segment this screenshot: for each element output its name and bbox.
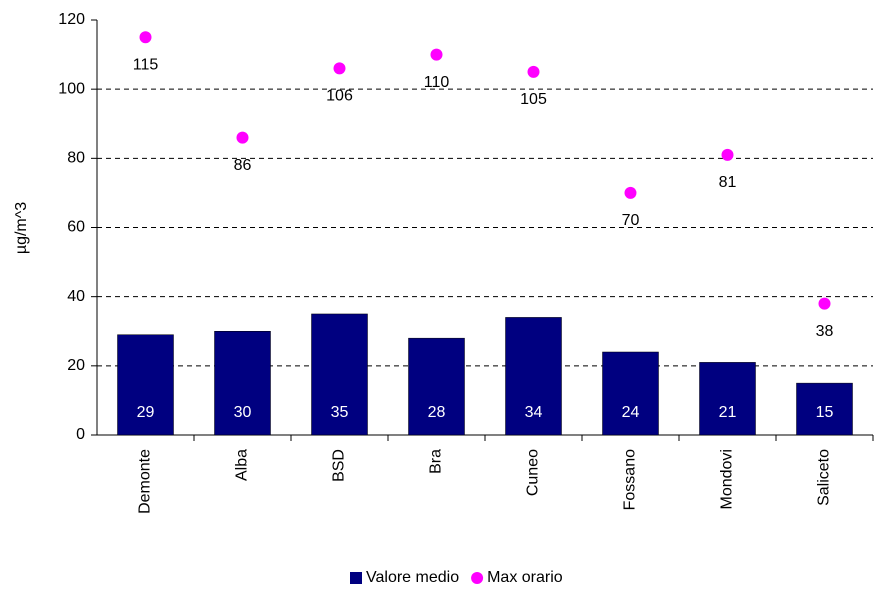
bar-value-label: 21 [719,404,737,421]
bar [505,317,562,436]
point [527,65,540,78]
y-tick-label: 40 [67,288,85,305]
y-tick-label: 0 [76,426,85,443]
y-tick-label: 100 [58,80,85,97]
y-tick-label: 60 [67,219,85,236]
point [624,186,637,199]
y-tick-label: 80 [67,150,85,167]
x-tick-label: Saliceto [816,449,833,506]
bar-value-label: 35 [331,404,349,421]
bar [699,362,756,436]
y-tick-label: 120 [58,11,85,28]
y-tick-label: 20 [67,357,85,374]
legend-swatch [471,572,484,584]
legend-label: Max orario [487,569,563,586]
point-value-label: 106 [326,88,353,105]
bar [117,334,174,436]
point-value-label: 105 [520,91,547,108]
point [430,48,443,61]
bar [214,331,271,436]
bar [408,337,465,436]
point-value-label: 115 [133,57,159,74]
point [333,62,346,75]
bar [311,313,368,436]
bar-value-label: 28 [428,404,446,421]
point-value-label: 110 [424,74,450,91]
x-tick-label: Demonte [137,449,154,514]
bar-value-label: 34 [525,404,543,421]
legend-label: Valore medio [366,569,459,586]
point-value-label: 38 [816,323,834,340]
bar [602,351,659,436]
point [818,297,831,310]
bar-value-label: 15 [816,404,834,421]
x-tick-label: Fossano [622,449,639,510]
x-tick-label: Cuneo [525,449,542,496]
y-axis-label: µg/m^3 [13,202,30,254]
bar-value-label: 30 [234,404,252,421]
point-value-label: 70 [622,212,640,229]
legend-swatch [350,572,362,584]
point [139,31,152,44]
bar-value-label: 24 [622,404,640,421]
point [721,148,734,161]
point-value-label: 81 [719,174,737,191]
bar [796,382,853,436]
point [236,131,249,144]
x-tick-label: Mondovi [719,449,736,509]
bar-value-label: 29 [137,404,155,421]
x-tick-label: BSD [331,449,348,482]
point-value-label: 86 [234,157,252,174]
x-tick-label: Alba [234,449,251,481]
x-tick-label: Bra [428,449,445,474]
